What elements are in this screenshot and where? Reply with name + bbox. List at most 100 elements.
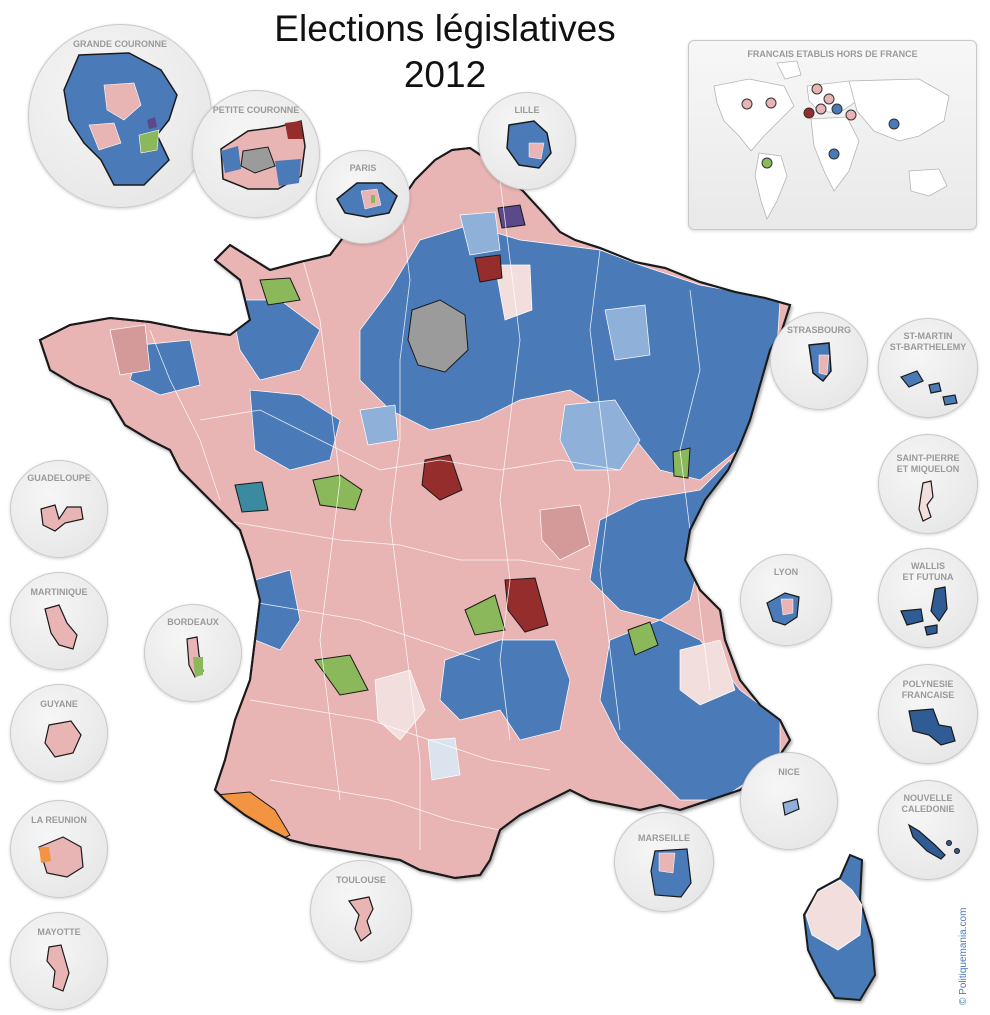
inset-paris: PARIS [316, 150, 410, 244]
world-marker [741, 98, 753, 110]
inset-shape [782, 798, 800, 816]
inset-shape [40, 504, 84, 532]
north-america-shape [713, 78, 795, 152]
region-south-right [439, 639, 571, 741]
inset-shape [44, 604, 78, 650]
inset-label-1: SAINT-PIERRE [896, 453, 960, 463]
asia-shape [848, 78, 950, 142]
inset-bordeaux: BORDEAUX [144, 604, 242, 702]
inset-mayotte: MAYOTTE [10, 912, 108, 1010]
inset-nouvelle-caledonie: NOUVELLE CALEDONIE [878, 780, 978, 880]
world-marker [888, 118, 900, 130]
inset-label: PETITE COURONNE [212, 105, 300, 115]
inset-shape [650, 848, 692, 898]
inset-label: BORDEAUX [167, 617, 219, 627]
inset-polynesie: POLYNESIE FRANCAISE [878, 664, 978, 764]
inset-shape [347, 896, 374, 942]
region-far-left-1 [421, 454, 463, 501]
region-far-left-3 [474, 254, 503, 283]
constituency-regions [109, 179, 781, 850]
inset-shape [336, 182, 398, 218]
inset-label-2: ST-BARTHELEMY [889, 342, 967, 352]
inset-shape [63, 52, 178, 186]
inset-label-2: CALEDONIE [901, 804, 955, 814]
inset-shape [908, 708, 956, 746]
world-marker [803, 107, 815, 119]
region-ecology-2 [314, 654, 369, 696]
inset-label: LA REUNION [31, 815, 87, 825]
region-left-light-1 [374, 669, 426, 741]
oceania-shape [908, 168, 948, 197]
inset-grande-couronne: GRANDE COURONNE [28, 24, 212, 208]
region-paris-other [407, 299, 469, 373]
inset-shape [46, 944, 70, 992]
inset-label-2: ET FUTUNA [902, 572, 954, 582]
inset-shape [766, 592, 800, 626]
inset-label-1: POLYNESIE [902, 679, 954, 689]
world-marker [811, 83, 823, 95]
inset-shape [918, 480, 934, 522]
inset-shape [900, 370, 958, 406]
inset-label-1: WALLIS [911, 561, 945, 571]
inset-label: MARTINIQUE [30, 587, 88, 597]
corsica [802, 853, 877, 1002]
inset-shape [900, 586, 948, 636]
inset-shape [38, 836, 84, 878]
inset-label-1: ST-MARTIN [903, 331, 953, 341]
inset-guyane: GUYANE [10, 684, 108, 782]
inset-strasbourg: STRASBOURG [770, 312, 868, 410]
inset-label: NICE [778, 767, 800, 777]
inset-shape [186, 636, 204, 678]
inset-label-2: ET MIQUELON [896, 464, 960, 474]
inset-saint-pierre: SAINT-PIERRE ET MIQUELON [878, 434, 978, 534]
credit-text: © Politiquemania.com [958, 907, 969, 1005]
world-marker [765, 97, 777, 109]
inset-label: GRANDE COURONNE [72, 39, 167, 49]
inset-label-2: FRANCAISE [901, 690, 955, 700]
world-marker [823, 93, 835, 105]
constituency-borders [149, 179, 711, 850]
inset-label: MARSEILLE [637, 833, 690, 843]
region-right-light-3 [604, 304, 651, 361]
inset-label: GUYANE [40, 699, 78, 709]
inset-shape [808, 342, 832, 383]
world-markers [741, 83, 900, 169]
inset-label: PARIS [349, 163, 377, 173]
corsica-left [805, 879, 863, 951]
world-marker [831, 103, 843, 115]
inset-marseille: MARSEILLE [614, 812, 714, 912]
inset-shape [44, 720, 82, 758]
inset-toulouse: TOULOUSE [310, 860, 412, 962]
inset-wallis: WALLIS ET FUTUNA [878, 548, 978, 648]
region-ecology-5 [627, 621, 659, 656]
inset-label: GUADELOUPE [27, 473, 91, 483]
inset-la-reunion: LA REUNION [10, 800, 108, 898]
inset-label: STRASBOURG [786, 325, 851, 335]
region-ecology-1 [312, 474, 363, 511]
inset-label: LYON [773, 567, 799, 577]
world-inset-title: FRANCAIS ETABLIS HORS DE FRANCE [747, 49, 918, 59]
world-continents [713, 60, 950, 220]
region-left-mid-2 [109, 324, 151, 376]
inset-guadeloupe: GUADELOUPE [10, 460, 108, 558]
inset-shape [220, 120, 306, 190]
region-far-right [497, 204, 526, 229]
world-marker [815, 103, 827, 115]
inset-st-martin: ST-MARTIN ST-BARTHELEMY [878, 318, 978, 418]
world-marker [845, 109, 857, 121]
title-line-2: 2012 [403, 54, 487, 95]
inset-shape [506, 120, 552, 169]
region-ecology-3 [464, 594, 506, 636]
inset-label: TOULOUSE [336, 875, 386, 885]
world-marker [761, 157, 773, 169]
inset-label-1: NOUVELLE [903, 793, 953, 803]
inset-shape [907, 823, 960, 860]
world-map [713, 60, 950, 220]
region-loire-right [249, 389, 341, 471]
region-far-left-2 [504, 577, 549, 633]
inset-lille: LILLE [478, 92, 576, 190]
south-america-shape [754, 152, 788, 220]
region-regionalist [234, 481, 269, 513]
world-inset: FRANCAIS ETABLIS HORS DE FRANCE [688, 40, 977, 230]
